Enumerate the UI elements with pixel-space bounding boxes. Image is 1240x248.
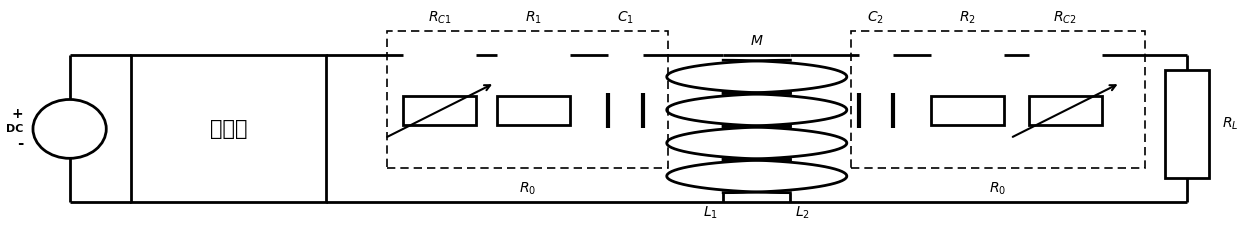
- Text: +: +: [11, 107, 24, 121]
- Bar: [387, 31, 668, 168]
- Text: $R_{C2}$: $R_{C2}$: [1054, 9, 1078, 26]
- Text: 逆变器: 逆变器: [210, 119, 247, 139]
- Text: -: -: [17, 136, 24, 151]
- Bar: [1029, 96, 1102, 124]
- Bar: [403, 96, 476, 124]
- Bar: [852, 31, 1145, 168]
- Text: $R_L$: $R_L$: [1221, 116, 1238, 132]
- Text: $L_2$: $L_2$: [795, 205, 810, 221]
- Text: $R_1$: $R_1$: [526, 9, 542, 26]
- Bar: [130, 55, 326, 202]
- Bar: [1166, 70, 1209, 178]
- Text: $R_0$: $R_0$: [990, 180, 1007, 197]
- Bar: [497, 96, 570, 124]
- Text: $C_2$: $C_2$: [868, 9, 884, 26]
- Text: $R_0$: $R_0$: [520, 180, 536, 197]
- Text: $R_2$: $R_2$: [959, 9, 976, 26]
- Bar: [931, 96, 1004, 124]
- Text: $L_1$: $L_1$: [703, 205, 718, 221]
- Text: $R_{C1}$: $R_{C1}$: [428, 9, 451, 26]
- Text: $M$: $M$: [750, 34, 764, 48]
- Text: DC: DC: [6, 124, 24, 134]
- Text: $C_1$: $C_1$: [618, 9, 634, 26]
